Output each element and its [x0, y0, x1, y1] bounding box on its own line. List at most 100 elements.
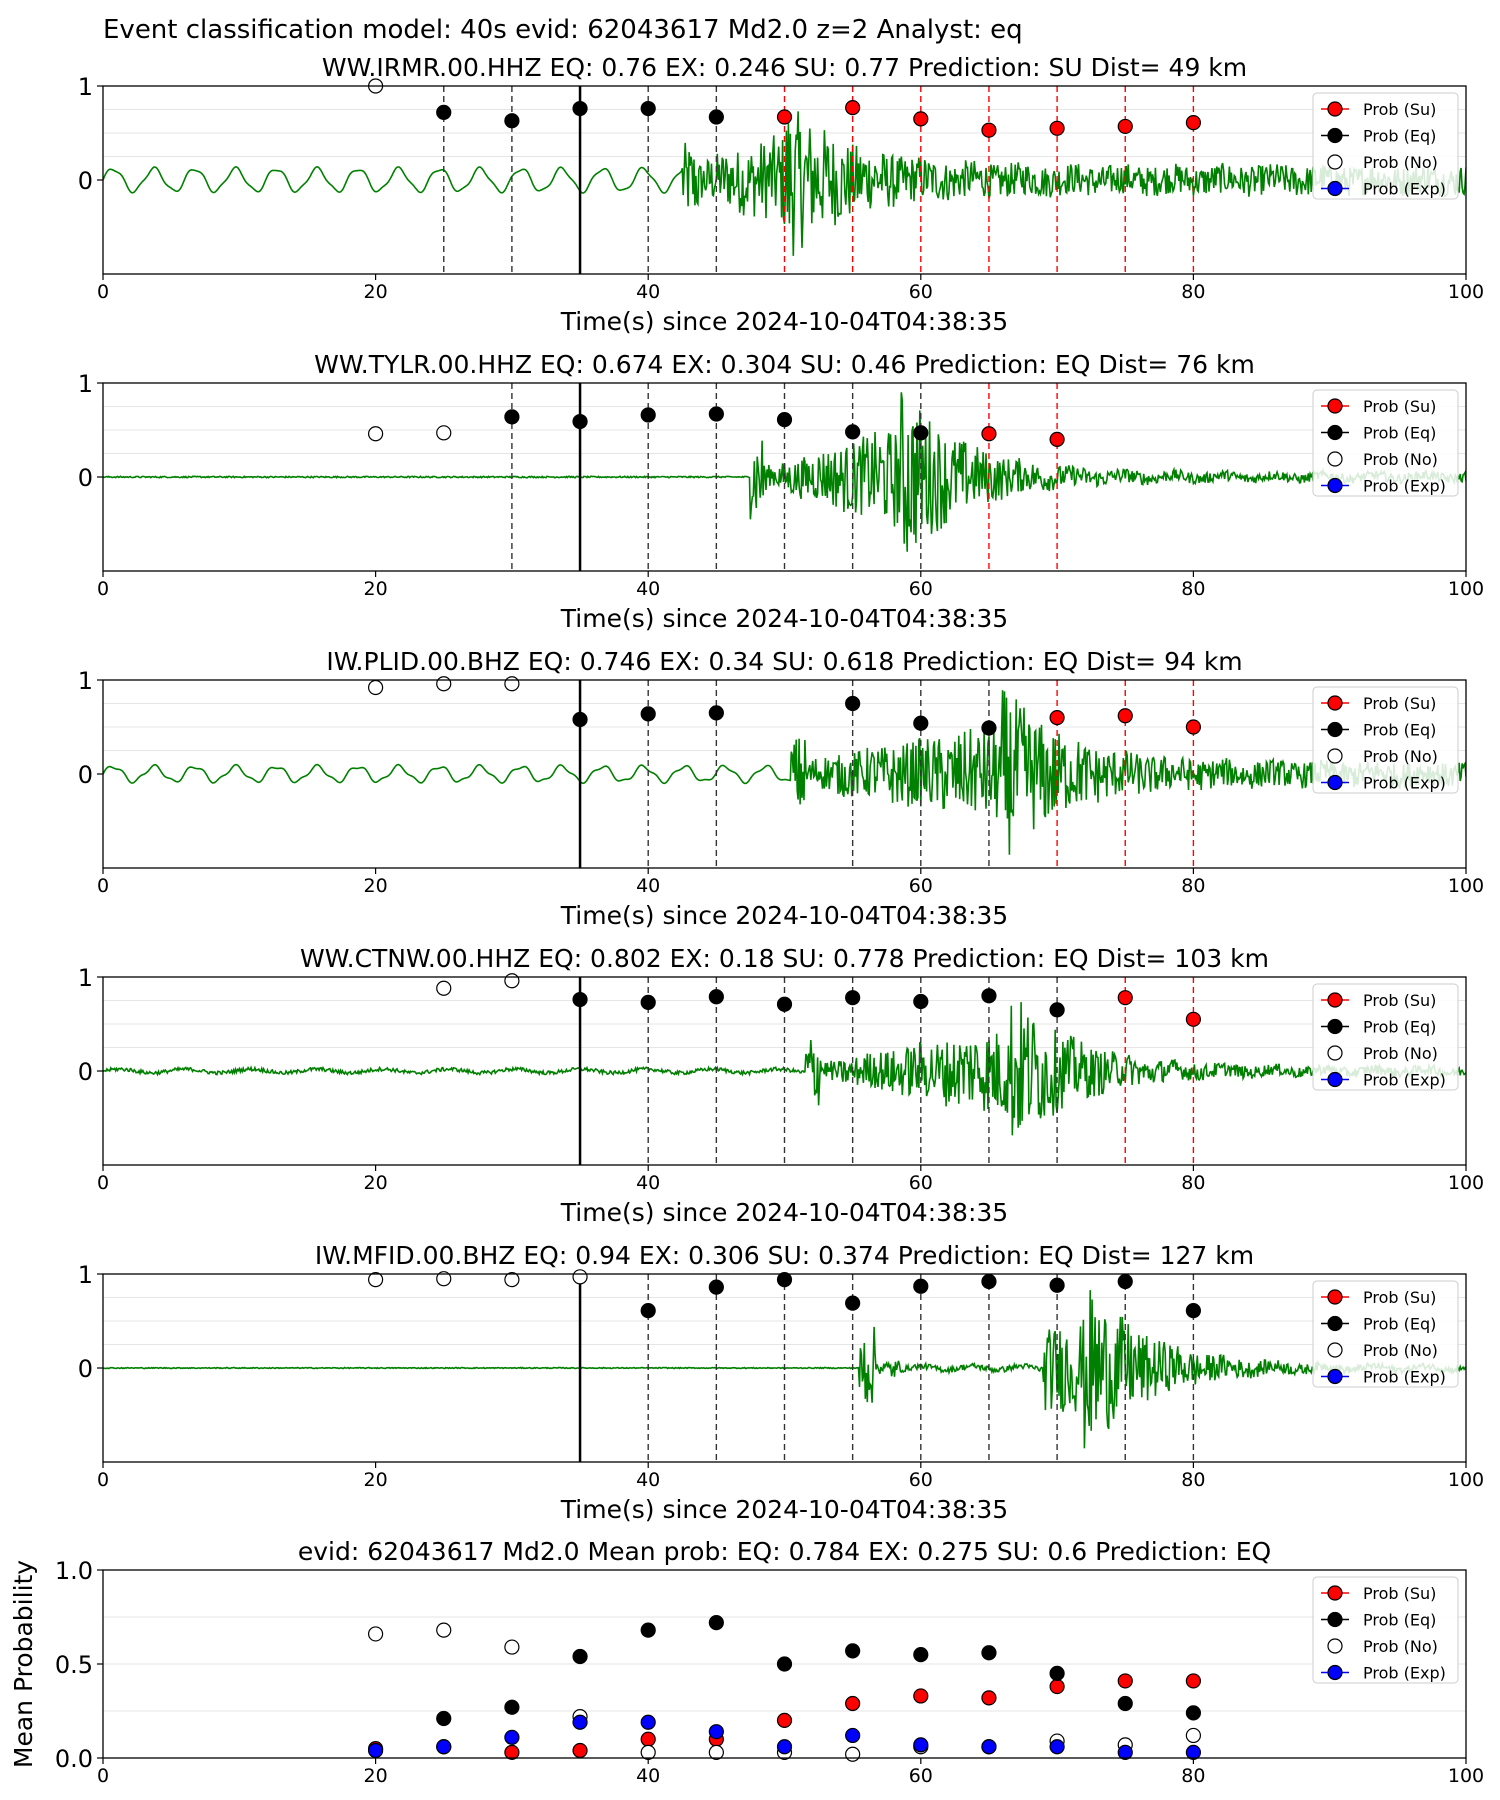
- point-no: [504, 973, 520, 989]
- x-tick-label: 60: [909, 281, 933, 303]
- point-su: [1117, 990, 1133, 1006]
- legend-marker-no: [1327, 154, 1343, 170]
- legend: Prob (Su) Prob (Eq) Prob (No) Prob (Exp): [1312, 1576, 1459, 1684]
- point-su: [913, 1688, 929, 1704]
- x-tick-label: 80: [1181, 1469, 1205, 1491]
- x-tick-label: 40: [636, 281, 660, 303]
- point-eq: [845, 990, 861, 1006]
- x-tick-label: 20: [364, 281, 388, 303]
- point-eq: [572, 991, 588, 1008]
- legend-marker-exp: [1327, 1071, 1343, 1088]
- legend: Prob (Su) Prob (Eq) Prob (No) Prob (Exp): [1312, 1280, 1459, 1388]
- point-su: [1049, 431, 1065, 447]
- legend-box: [1312, 389, 1459, 497]
- x-tick-label: 0: [97, 1469, 109, 1491]
- legend-label: Prob (Eq): [1363, 424, 1436, 443]
- y-tick-label: 1.0: [55, 1557, 93, 1585]
- point-eq: [981, 1273, 997, 1290]
- point-eq: [776, 412, 793, 428]
- plot-area: [103, 1274, 1466, 1462]
- legend-label: Prob (Eq): [1363, 721, 1436, 740]
- x-tick-label: 20: [364, 875, 388, 897]
- x-tick-label: 100: [1448, 1172, 1484, 1194]
- point-su: [1049, 1678, 1065, 1695]
- y-tick-label: 0: [78, 761, 93, 789]
- x-tick-label: 60: [909, 1172, 933, 1194]
- x-axis-label: Time(s) since 2024-10-04T04:38:35: [560, 901, 1008, 930]
- point-exp: [640, 1714, 656, 1730]
- legend-label: Prob (Su): [1363, 397, 1436, 416]
- point-eq: [640, 1303, 656, 1319]
- x-tick-label: 0: [97, 1172, 109, 1194]
- x-tick-label: 40: [636, 1172, 660, 1194]
- point-no: [504, 676, 520, 692]
- point-eq: [572, 711, 588, 728]
- point-eq: [640, 407, 656, 423]
- legend-label: Prob (Su): [1363, 1288, 1436, 1307]
- legend-label: Prob (Exp): [1363, 180, 1446, 199]
- legend-marker-exp: [1327, 1664, 1343, 1681]
- panel-5: IW.MFID.00.BHZ EQ: 0.94 EX: 0.306 SU: 0.…: [78, 1241, 1484, 1524]
- point-eq: [981, 1645, 997, 1661]
- x-tick-label: 60: [909, 1469, 933, 1491]
- legend-marker-no: [1327, 1638, 1343, 1654]
- legend-label: Prob (Eq): [1363, 127, 1436, 146]
- waveform-trace: [103, 690, 1466, 855]
- x-tick-label: 20: [364, 1765, 388, 1787]
- legend-label: Prob (No): [1363, 1637, 1438, 1656]
- x-tick-label: 20: [364, 1172, 388, 1194]
- point-eq: [708, 989, 724, 1005]
- x-axis-label: Time(s) since 2024-10-04T04:38:35: [560, 1495, 1008, 1524]
- legend-marker-eq: [1327, 721, 1343, 738]
- legend-box: [1312, 92, 1459, 200]
- figure-suptitle: Event classification model: 40s evid: 62…: [103, 15, 1023, 45]
- point-su: [1185, 719, 1202, 735]
- point-su: [776, 1712, 793, 1729]
- legend-label: Prob (Su): [1363, 100, 1436, 119]
- x-tick-label: 100: [1448, 875, 1484, 897]
- point-su: [1185, 115, 1202, 131]
- legend-label: Prob (No): [1363, 450, 1438, 469]
- point-eq: [436, 1710, 452, 1727]
- point-eq: [1185, 1705, 1202, 1721]
- point-eq: [913, 993, 929, 1010]
- y-tick-label: 1: [78, 73, 93, 101]
- point-no: [368, 679, 384, 696]
- panel-title: IW.MFID.00.BHZ EQ: 0.94 EX: 0.306 SU: 0.…: [315, 1241, 1254, 1270]
- x-tick-label: 100: [1448, 281, 1484, 303]
- legend-marker-exp: [1327, 774, 1343, 791]
- legend-marker-no: [1327, 748, 1343, 764]
- y-tick-label: 0: [78, 167, 93, 195]
- point-eq: [1049, 1277, 1065, 1293]
- x-axis-label: Time(s) since 2024-10-04T04:38:35: [560, 604, 1008, 633]
- point-no: [640, 1744, 656, 1760]
- y-axis-label: Mean Probability: [9, 1560, 38, 1768]
- legend: Prob (Su) Prob (Eq) Prob (No) Prob (Exp): [1312, 389, 1459, 497]
- panel-title: IW.PLID.00.BHZ EQ: 0.746 EX: 0.34 SU: 0.…: [326, 647, 1242, 676]
- legend-marker-eq: [1327, 1315, 1343, 1332]
- point-eq: [845, 424, 861, 440]
- legend-label: Prob (Exp): [1363, 774, 1446, 793]
- legend-marker-no: [1327, 451, 1343, 467]
- point-no: [368, 426, 384, 442]
- point-eq: [572, 413, 588, 430]
- point-exp: [504, 1729, 520, 1745]
- legend-marker-su: [1327, 398, 1343, 414]
- x-axis-label: Time(s) since 2024-10-04T04:38:35: [560, 307, 1008, 336]
- y-tick-label: 0.5: [55, 1651, 93, 1679]
- point-exp: [708, 1724, 724, 1740]
- legend-marker-exp: [1327, 1368, 1343, 1385]
- point-eq: [504, 1699, 520, 1715]
- x-tick-label: 60: [909, 875, 933, 897]
- legend: Prob (Su) Prob (Eq) Prob (No) Prob (Exp): [1312, 686, 1459, 794]
- point-su: [981, 122, 997, 138]
- point-eq: [913, 1646, 929, 1663]
- x-tick-label: 40: [636, 875, 660, 897]
- x-tick-label: 0: [97, 281, 109, 303]
- point-eq: [845, 1295, 861, 1311]
- point-su: [640, 1731, 656, 1747]
- point-su: [1117, 118, 1133, 135]
- legend: Prob (Su) Prob (Eq) Prob (No) Prob (Exp): [1312, 983, 1459, 1091]
- y-tick-label: 0.0: [55, 1745, 93, 1773]
- legend-marker-exp: [1327, 477, 1343, 494]
